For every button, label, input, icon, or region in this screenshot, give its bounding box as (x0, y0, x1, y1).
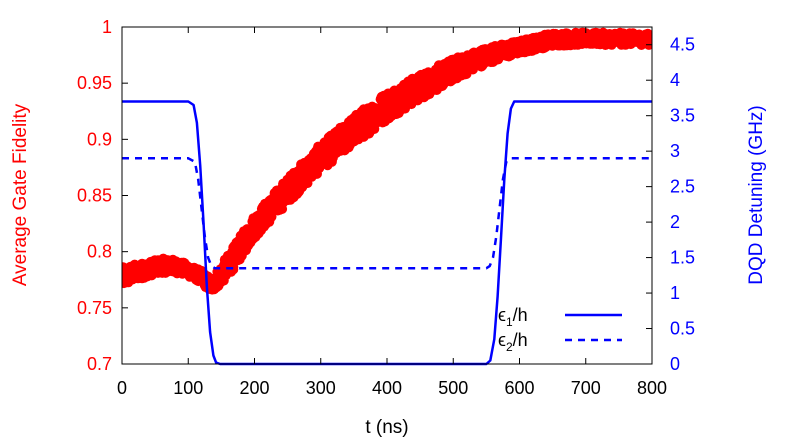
x-tick-label: 300 (306, 378, 336, 398)
legend-label-eps2: ϵ2/h (498, 330, 528, 354)
x-axis-label: t (ns) (365, 417, 408, 438)
y-axis-left-label: Average Gate Fidelity (10, 103, 31, 286)
x-tick-label: 0 (117, 378, 127, 398)
x-tick-label: 200 (239, 378, 269, 398)
y-left-tick-label: 0.9 (87, 129, 112, 149)
x-tick-label: 700 (571, 378, 601, 398)
y-left-tick-label: 0.7 (87, 354, 112, 374)
y-right-tick-label: 1 (670, 283, 680, 303)
detuning-line-eps2 (122, 157, 652, 270)
y-right-tick-label: 2.5 (670, 177, 695, 197)
x-tick-label: 500 (438, 378, 468, 398)
y-right-tick-label: 0.5 (670, 319, 695, 339)
y-right-tick-label: 0 (670, 354, 680, 374)
fidelity-point (645, 37, 652, 48)
detuning-line-eps1 (122, 100, 652, 366)
y-right-tick-label: 1.5 (670, 248, 695, 268)
x-tick-label: 400 (372, 378, 402, 398)
x-tick-label: 800 (637, 378, 667, 398)
x-tick-label: 600 (504, 378, 534, 398)
y-left-tick-label: 0.75 (77, 298, 112, 318)
y-right-tick-label: 3.5 (670, 106, 695, 126)
y-axis-right-label: DQD Detuning (GHz) (746, 105, 767, 285)
y-left-tick-label: 1 (102, 17, 112, 37)
axis-ticks: 0 100 200 300 400 500 600 700 800 0.7 0.75 0.8 0.85 0… (77, 17, 695, 398)
y-right-tick-label: 3 (670, 141, 680, 161)
y-left-tick-label: 0.8 (87, 242, 112, 262)
y-right-tick-label: 4 (670, 70, 680, 90)
x-tick-label: 100 (173, 378, 203, 398)
y-left-tick-label: 0.85 (77, 186, 112, 206)
y-left-tick-label: 0.95 (77, 73, 112, 93)
detuning-lines (122, 100, 652, 366)
legend: ϵ1/h ϵ2/h (498, 305, 622, 354)
legend-label-eps1: ϵ1/h (498, 305, 528, 329)
y-right-tick-label: 4.5 (670, 35, 695, 55)
y-right-tick-label: 2 (670, 212, 680, 232)
fidelity-scatter (122, 27, 652, 295)
